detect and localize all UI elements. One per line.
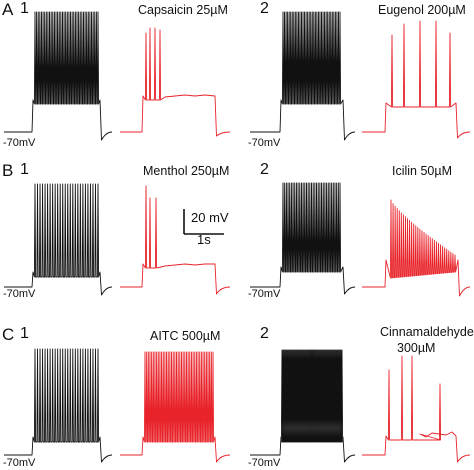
trace-a1-drug [120,27,231,137]
drug-label-c2-line2: 300µM [397,341,436,355]
panel-number-b2: 2 [260,161,269,178]
trace-c1-drug [120,351,231,463]
trace-b1-drug [120,185,231,295]
drug-label-c1: AITC 500µM [150,329,221,343]
trace-a2-drug [362,20,471,139]
trace-b2-control [250,182,356,295]
row-letter-b: B [2,161,14,180]
trace-b2-drug [362,199,471,297]
drug-label-a1: Capsaicin 25µM [138,3,228,17]
baseline-label-c1: -70mV [3,457,36,469]
trace-c1-control [4,348,113,463]
baseline-label-a1: -70mV [3,137,36,149]
baseline-label-a2: -70mV [248,137,281,149]
trace-a1-control [4,11,113,141]
drug-label-b2: Icilin 50µM [392,164,452,178]
scale-bar-voltage-label: 20 mV [191,210,229,225]
trace-b1-control [4,183,113,296]
panel-number-a1: 1 [20,0,29,17]
trace-c2-drug [362,355,471,463]
panel-number-a2: 2 [260,0,269,17]
row-letter-c: C [2,325,15,344]
baseline-label-c2: -70mV [248,457,281,469]
baseline-label-b1: -70mV [3,288,36,300]
panel-number-c1: 1 [20,325,29,342]
row-letter-a: A [2,0,14,19]
scale-bar-time-label: 1s [197,232,211,247]
panel-number-b1: 1 [20,161,29,178]
drug-label-a2: Eugenol 200µM [378,3,466,17]
drug-label-b1: Menthol 250µM [143,164,230,178]
panel-number-c2: 2 [260,325,269,342]
drug-label-c2-line1: Cinnamaldehyde [380,325,474,339]
trace-c2-control [250,349,356,463]
trace-a2-control [250,11,356,141]
baseline-label-b2: -70mV [248,288,281,300]
